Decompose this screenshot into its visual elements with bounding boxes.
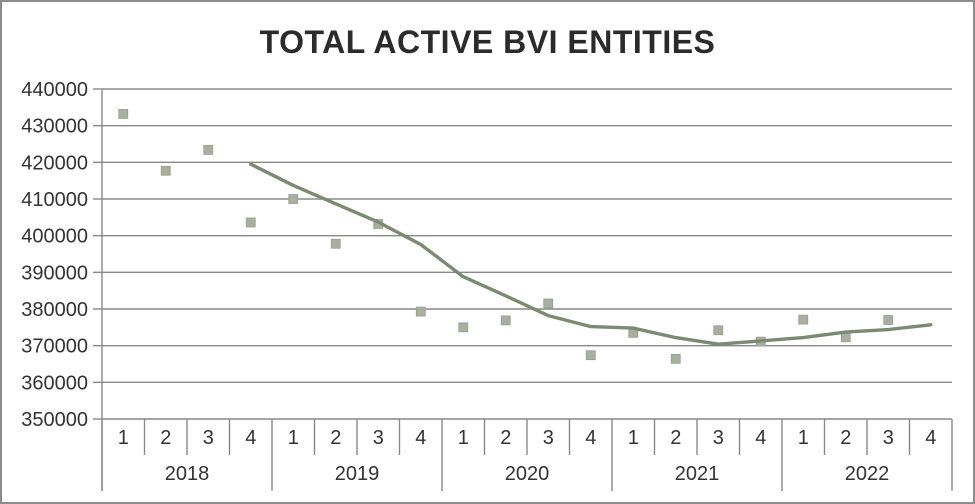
scatter-point — [330, 238, 341, 249]
scatter-point — [118, 109, 129, 119]
scatter-point — [203, 144, 214, 155]
scatter-point — [883, 315, 894, 325]
scatter-point — [160, 165, 171, 176]
quarter-label: 1 — [288, 427, 299, 449]
quarter-label: 2 — [160, 427, 171, 449]
quarter-label: 2 — [500, 427, 511, 449]
trend-line — [249, 162, 933, 346]
quarter-label: 3 — [883, 427, 894, 449]
y-axis-labels: 440000 430000 420000 410000 400000 390000 3800… — [21, 79, 88, 431]
scatter-point — [288, 194, 299, 204]
quarter-label: 4 — [585, 427, 596, 449]
quarter-label: 2 — [330, 427, 341, 449]
y-gridlines — [93, 88, 952, 420]
quarter-label: 4 — [755, 427, 766, 449]
quarter-label: 4 — [415, 427, 426, 449]
y-tick-label: 360000 — [21, 372, 88, 394]
scatter-point — [585, 350, 596, 361]
quarter-label: 3 — [543, 427, 554, 449]
scatter-point — [458, 322, 469, 333]
quarter-label: 1 — [458, 427, 469, 449]
year-label: 2019 — [335, 463, 380, 485]
quarter-label: 2 — [840, 427, 851, 449]
y-tick-label: 390000 — [21, 262, 88, 284]
scatter-point — [543, 298, 554, 309]
y-tick-label: 410000 — [21, 189, 88, 211]
y-tick-label: 370000 — [21, 336, 88, 358]
y-tick-label: 350000 — [21, 409, 88, 431]
quarter-labels: 1 2 3 4 1 2 3 4 1 2 3 4 1 2 3 4 1 2 3 4 — [118, 427, 937, 449]
x-axis-ticks — [101, 419, 953, 491]
scatter-point — [500, 315, 511, 326]
year-label: 2018 — [165, 463, 210, 485]
y-tick-label: 430000 — [21, 116, 88, 138]
quarter-label: 1 — [628, 427, 639, 449]
y-tick-label: 440000 — [21, 79, 88, 101]
scatter-point — [798, 314, 809, 325]
quarter-label: 4 — [245, 427, 256, 449]
y-tick-label: 380000 — [21, 299, 88, 321]
y-tick-label: 420000 — [21, 152, 88, 174]
quarter-label: 1 — [118, 427, 129, 449]
scatter-point — [670, 353, 681, 364]
quarter-label: 3 — [713, 427, 724, 449]
chart-title: TOTAL ACTIVE BVI ENTITIES — [259, 24, 716, 60]
quarter-label: 1 — [798, 427, 809, 449]
scatter-point — [415, 306, 426, 317]
year-label: 2022 — [845, 463, 890, 485]
quarter-label: 3 — [373, 427, 384, 449]
scatter-series — [118, 109, 894, 364]
year-label: 2021 — [675, 463, 720, 485]
year-labels: 2018 2019 2020 2021 2022 — [165, 463, 890, 485]
year-label: 2020 — [505, 463, 550, 485]
quarter-label: 2 — [670, 427, 681, 449]
scatter-point — [713, 325, 724, 336]
quarter-label: 3 — [203, 427, 214, 449]
scatter-point — [245, 217, 256, 228]
quarter-label: 4 — [925, 427, 936, 449]
y-tick-label: 400000 — [21, 226, 88, 248]
